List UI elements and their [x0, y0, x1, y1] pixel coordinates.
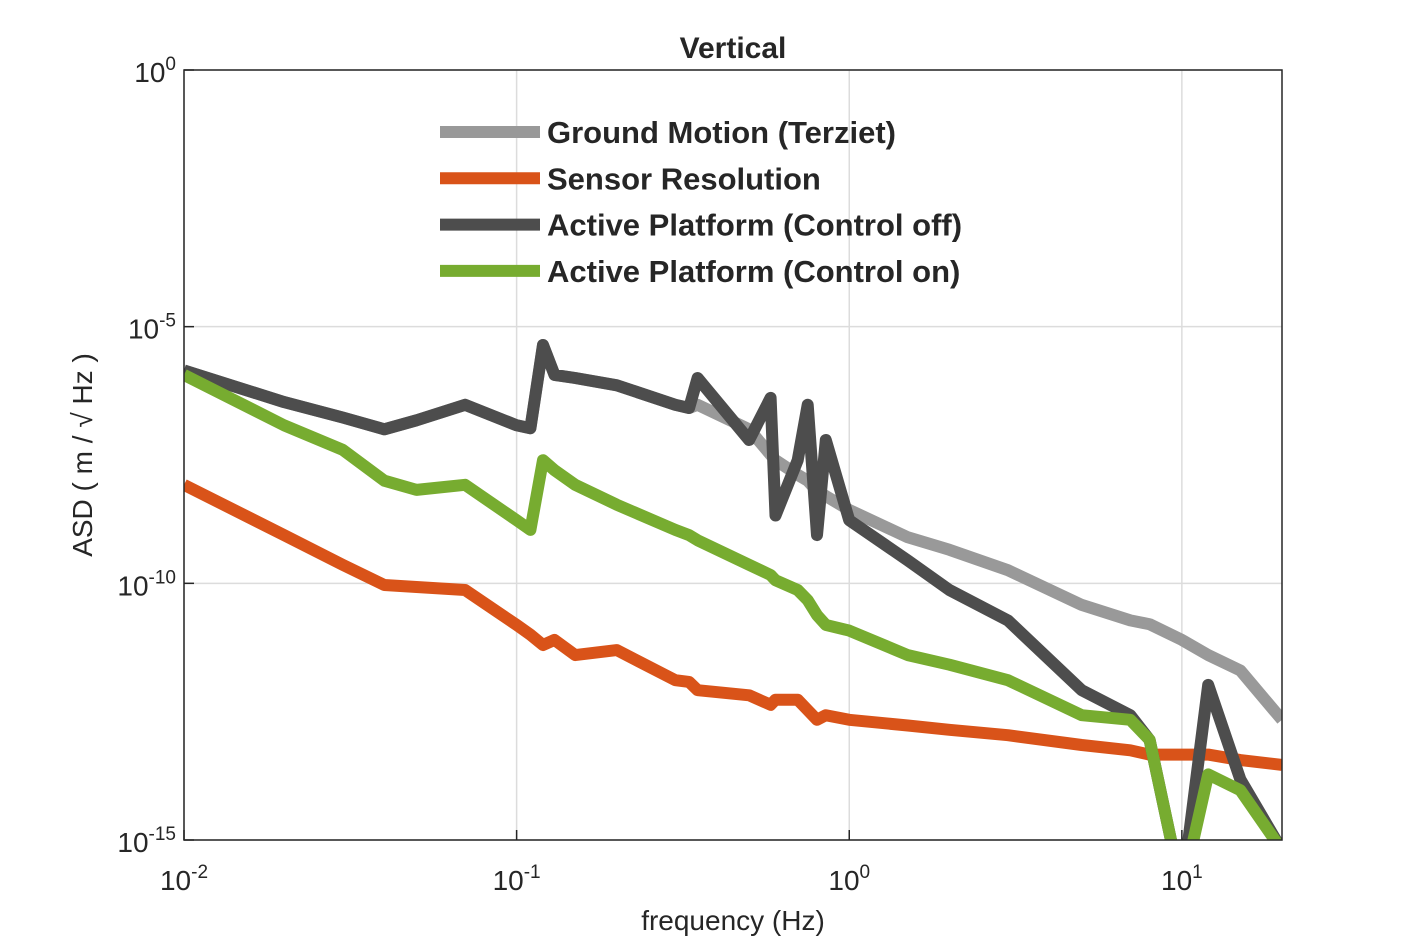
legend-label: Sensor Resolution — [547, 161, 821, 196]
y-tick-label: 10-10 — [117, 567, 176, 601]
series-line — [184, 369, 1282, 840]
axes-box — [183, 69, 1283, 841]
legend-label: Active Platform (Control on) — [547, 254, 960, 289]
legend-label: Active Platform (Control off) — [547, 208, 962, 243]
y-tick-label: 10-15 — [117, 824, 176, 858]
series-line — [184, 479, 1282, 771]
x-tick-label: 100 — [828, 862, 870, 896]
x-axis-label: frequency (Hz) — [641, 905, 825, 936]
y-tick-label: 10-5 — [128, 311, 176, 345]
lines — [184, 339, 1282, 840]
series-line — [184, 339, 1282, 840]
ticks: 10-2 10-1 100 101 10-15 10-10 10-5 100 — [117, 54, 1202, 896]
chart-title: Vertical — [680, 32, 787, 65]
y-tick-label: 100 — [134, 54, 176, 88]
x-tick-label: 101 — [1161, 862, 1203, 896]
x-tick-label: 10-1 — [493, 862, 541, 896]
y-axis-label: ASD ( m / √ Hz ) — [67, 353, 98, 557]
legend: Ground Motion (Terziet) Sensor Resolution… — [440, 115, 962, 289]
x-tick-label: 10-2 — [160, 862, 208, 896]
legend-label: Ground Motion (Terziet) — [547, 115, 896, 150]
